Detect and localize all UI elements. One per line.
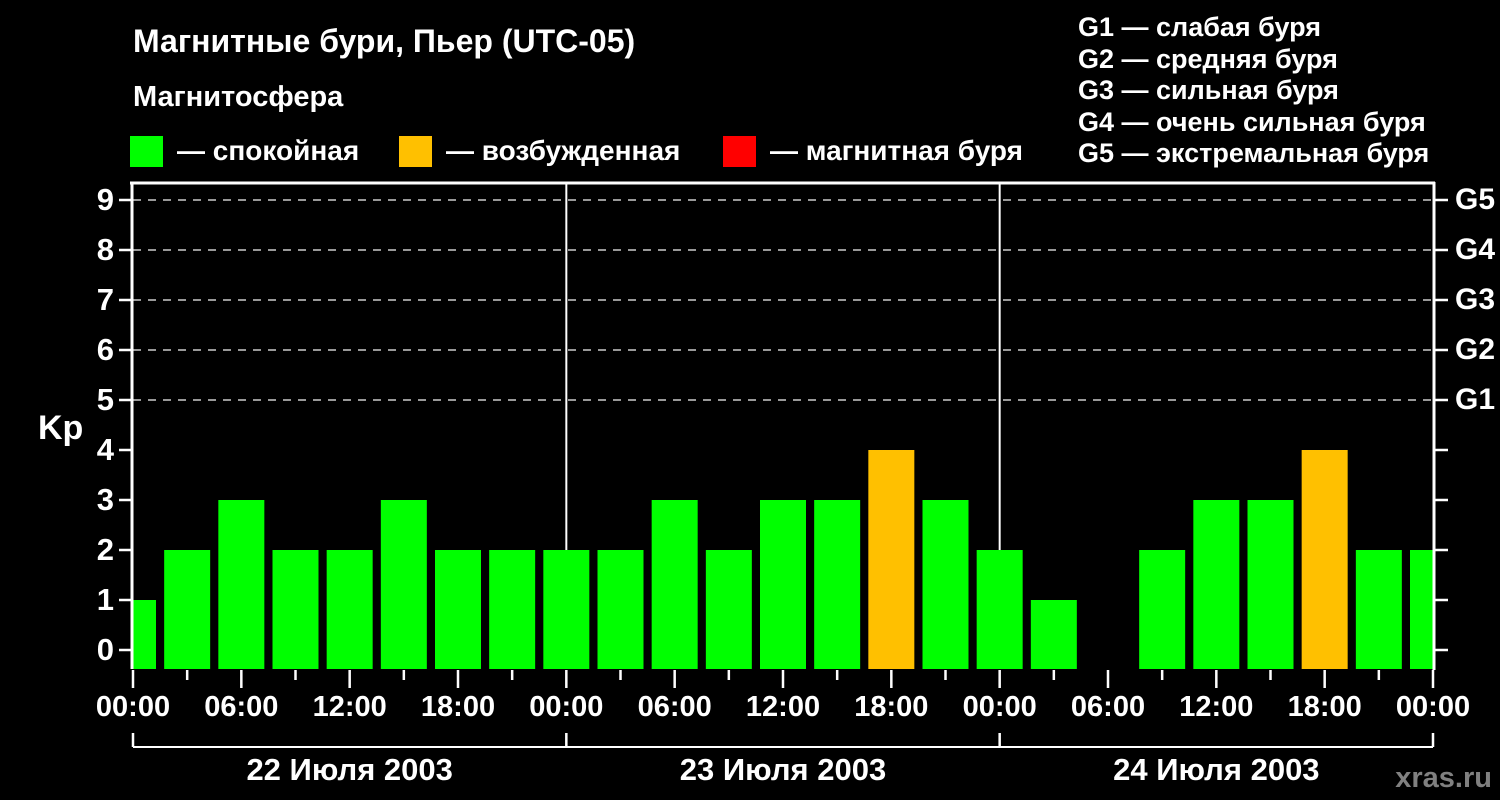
excited-swatch-icon <box>399 135 432 167</box>
x-axis-tick-label: 00:00 <box>1395 691 1471 723</box>
x-axis-tick-label: 12:00 <box>312 691 387 723</box>
kp-bar-h3 <box>164 550 211 669</box>
storm-scale-g2: G2 — средняя буря <box>1078 43 1338 74</box>
kp-bar-h9 <box>272 550 319 669</box>
kp-bar-h36 <box>760 500 806 669</box>
x-axis-tick-label: 18:00 <box>854 691 929 723</box>
x-axis-tick-label: 18:00 <box>420 691 496 723</box>
kp-bar-h57 <box>1139 550 1186 669</box>
y-axis-tick-label: 2 <box>96 532 114 567</box>
right-axis-label: G4 <box>1455 233 1496 266</box>
right-axis-label: G1 <box>1455 383 1496 416</box>
x-axis-tick-label: 00:00 <box>95 691 171 723</box>
chart-subtitle: Магнитосфера <box>133 81 344 113</box>
storm-swatch-icon <box>723 135 756 167</box>
y-axis-tick-label: 5 <box>96 382 114 417</box>
kp-bar-h66 <box>1301 450 1348 669</box>
legend-item-quiet: — спокойная <box>130 135 359 167</box>
watermark: xras.ru <box>1395 762 1492 794</box>
kp-bar-h42 <box>868 450 915 669</box>
right-axis-label: G3 <box>1455 283 1496 316</box>
x-axis-tick-label: 06:00 <box>204 691 279 723</box>
storm-scale-g4: G4 — очень сильная буря <box>1078 106 1426 137</box>
kp-bar-h39 <box>814 500 861 669</box>
date-label-day1: 22 Июля 2003 <box>246 752 453 787</box>
kp-bar-h60 <box>1193 500 1240 669</box>
y-axis-title: Kp <box>38 409 84 447</box>
kp-bar-h63 <box>1247 500 1294 669</box>
kp-bar-h18 <box>435 550 481 669</box>
x-axis-tick-label: 00:00 <box>529 691 604 723</box>
storm-scale-g3: G3 — сильная буря <box>1078 75 1339 105</box>
y-axis-tick-label: 4 <box>96 432 114 467</box>
legend-label-excited: — возбужденная <box>446 135 681 166</box>
kp-bar-h33 <box>705 550 752 669</box>
y-axis-tick-label: 1 <box>96 582 114 617</box>
y-axis-tick-label: 3 <box>96 482 114 517</box>
x-axis-tick-label: 12:00 <box>745 691 821 723</box>
y-axis-tick-label: 9 <box>96 182 114 217</box>
x-axis-tick-label: 12:00 <box>1179 691 1254 723</box>
x-axis-tick-label: 06:00 <box>637 691 712 723</box>
kp-bar-h45 <box>922 500 969 669</box>
y-axis-tick-label: 8 <box>96 232 114 267</box>
kp-bar-h24 <box>543 550 590 669</box>
legend-item-excited: — возбужденная <box>399 135 680 167</box>
right-axis-label: G5 <box>1455 183 1496 216</box>
kp-bar-h72 <box>1410 550 1433 669</box>
storm-scale-g1: G1 — слабая буря <box>1078 12 1322 42</box>
kp-bar-h15 <box>380 500 427 669</box>
kp-bar-h6 <box>218 500 265 669</box>
kp-bar-h21 <box>489 550 536 669</box>
storm-scale-g5: G5 — экстремальная буря <box>1078 138 1430 168</box>
legend-item-storm: — магнитная буря <box>723 135 1023 167</box>
legend-label-quiet: — спокойная <box>177 135 360 166</box>
quiet-swatch-icon <box>130 135 163 167</box>
date-label-day2: 23 Июля 2003 <box>679 752 887 787</box>
y-axis-tick-label: 7 <box>96 282 114 317</box>
kp-bar-h30 <box>651 500 698 669</box>
kp-bar-h12 <box>326 550 373 669</box>
storm-scale-legend: G1 — слабая буря G2 — средняя буря G3 — … <box>1078 12 1429 170</box>
kp-bar-h69 <box>1355 550 1402 669</box>
y-axis-tick-label: 0 <box>96 632 114 667</box>
kp-bar-h0 <box>133 600 156 669</box>
date-label-day3: 24 Июля 2003 <box>1113 752 1320 787</box>
kp-bar-h51 <box>1030 600 1077 669</box>
kp-bar-h48 <box>976 550 1023 669</box>
chart-title: Магнитные бури, Пьер (UTC-05) <box>133 23 636 59</box>
y-axis-tick-label: 6 <box>96 332 114 367</box>
right-axis-label: G2 <box>1455 333 1496 366</box>
x-axis-tick-label: 18:00 <box>1287 691 1362 723</box>
x-axis-tick-label: 00:00 <box>962 691 1037 723</box>
x-axis-tick-label: 06:00 <box>1070 691 1146 723</box>
legend-label-storm: — магнитная буря <box>770 135 1023 166</box>
kp-bar-h27 <box>597 550 644 669</box>
